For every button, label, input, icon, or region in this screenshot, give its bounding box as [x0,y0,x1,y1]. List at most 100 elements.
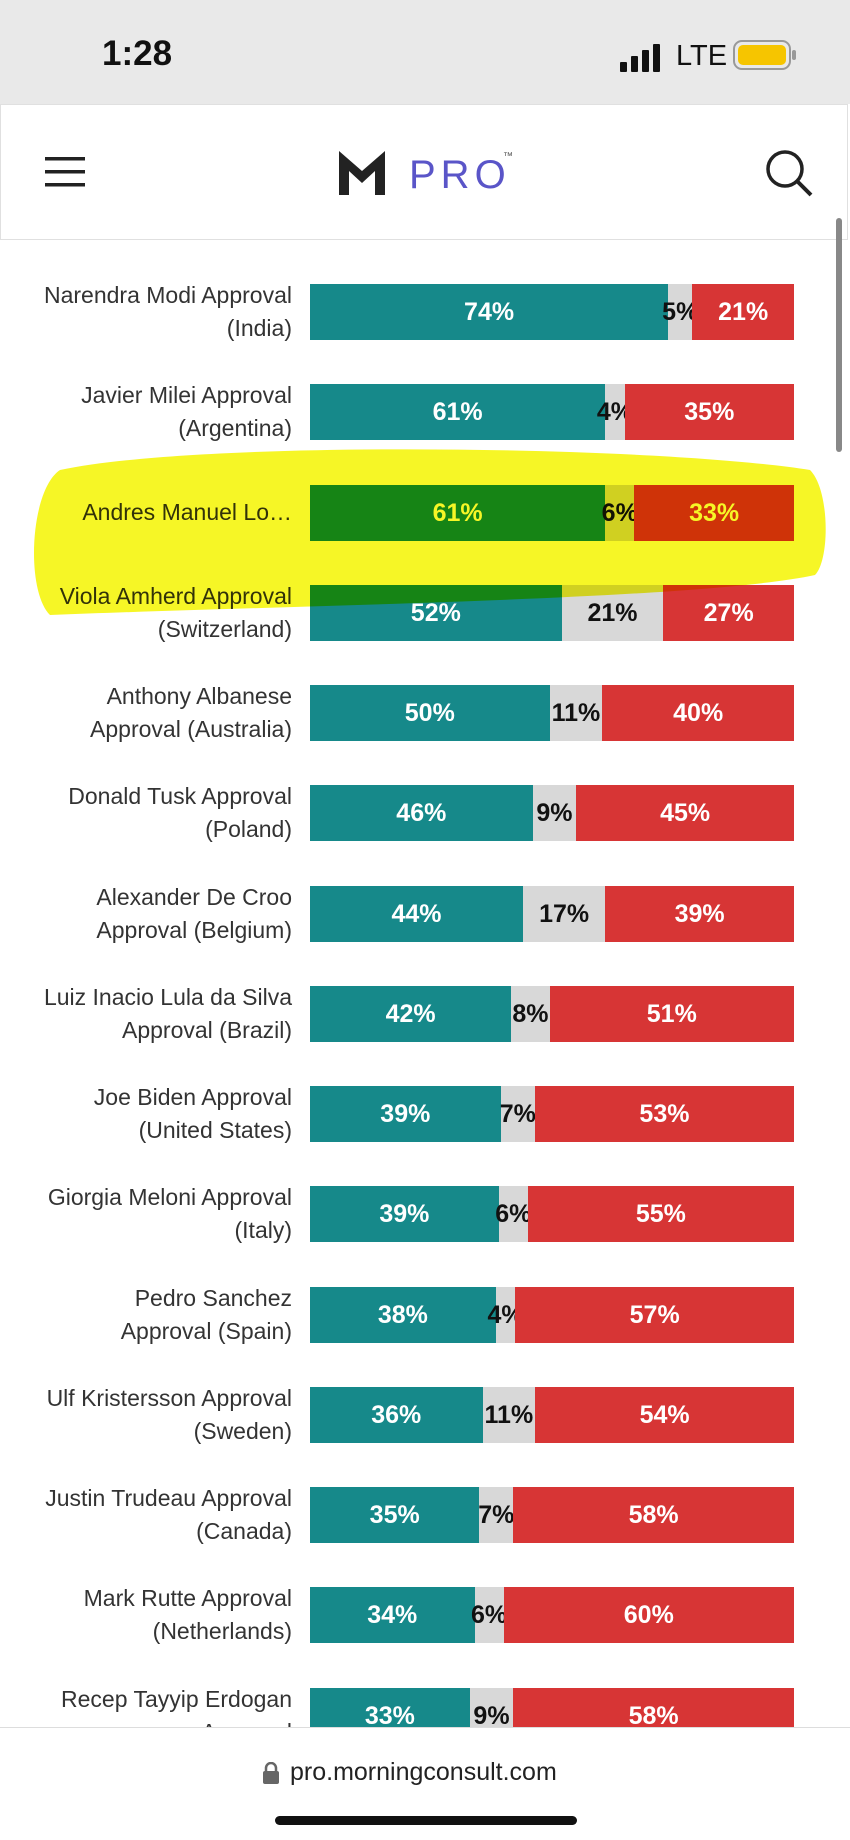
bar-segment [310,1286,496,1343]
bar-segment [503,1587,794,1644]
category-label: Viola Amherd Approval (Switzerland) [59,582,292,642]
value-label: 38% [377,1300,428,1329]
category-label: Anthony Albanese Approval (Australia) [90,683,292,742]
value-label: 7% [478,1501,515,1529]
value-label: 52% [410,598,461,627]
bar-segment [310,1086,501,1142]
category-label: Andres Manuel Lo… [82,499,292,525]
trademark: ™ [503,151,513,162]
bar-segment [310,785,533,842]
category-label: Recep Tayyip Erdogan Approval [61,1685,292,1728]
category-label: Luiz Inacio Lula da Silva Approval (Braz… [43,983,292,1043]
bar-segment [482,1386,536,1443]
bar-segment [310,1587,475,1644]
value-label: 39% [380,1100,431,1128]
battery-icon [733,40,796,70]
time: 1:28 [102,34,173,73]
category-label: Narendra Modi Approval (India) [43,282,292,341]
bar-segment [310,1487,480,1543]
bar-segment [310,1687,470,1727]
bar-segment [668,284,693,340]
bar-segment [549,685,603,741]
value-label: 6% [601,498,638,527]
category-label: Justin Trudeau Approval (Canada) [45,1485,292,1544]
bar-segment [495,1286,516,1343]
bar-segment [498,1186,528,1243]
value-label: 35% [369,1501,420,1529]
value-label: 45% [660,799,711,828]
lock-icon [263,1762,279,1784]
category-label: Giorgia Meloni Approval (Italy) [47,1184,292,1244]
bar-segment [474,1587,504,1644]
menu-button[interactable] [45,157,85,187]
bar-segment [624,384,794,441]
value-label: 35% [684,398,735,427]
value-label: 27% [703,598,754,627]
value-label: 6% [471,1601,508,1630]
value-label: 7% [499,1100,536,1128]
value-label: 11% [484,1400,534,1429]
bar-segment [605,384,625,441]
category-label: Alexander De Croo Approval (Belgium) [96,883,292,943]
bar-segment [513,1687,794,1727]
bar-segment [549,985,794,1042]
bar-segment [310,685,550,741]
category-label: Ulf Kristersson Approval (Sweden) [46,1384,292,1444]
value-label: 21% [718,298,769,326]
value-label: 33% [689,498,740,527]
bar-segment [479,1487,514,1543]
value-label: 54% [639,1400,690,1429]
value-label: 21% [587,598,638,627]
bar-segment [310,885,523,942]
value-label: 9% [536,799,573,828]
bar-segment [515,1286,794,1343]
bar-segment [310,284,669,340]
status-bar: 1:28 LTE [0,0,850,104]
bar-segment [310,1186,499,1243]
category-label: Pedro Sanchez Approval (Spain) [120,1284,292,1344]
logo-text: PRO [409,153,511,197]
value-label: 9% [473,1701,510,1728]
bar-segment [532,785,577,842]
value-label: 33% [364,1701,415,1728]
value-label: 53% [639,1100,690,1128]
value-label: 60% [623,1601,674,1630]
url[interactable]: pro.morningconsult.com [290,1758,557,1786]
bar-segment [535,1386,794,1443]
value-label: 50% [404,699,455,727]
value-label: 39% [674,899,725,928]
network: LTE [676,40,728,72]
bar-segment [576,785,794,842]
bar-segment [527,1186,794,1243]
value-label: 11% [551,699,601,727]
chart: Narendra Modi Approval (India) 74% 5% 21% Ja… [0,241,850,1727]
bar-segment [513,1487,794,1543]
category-label: Javier Milei Approval (Argentina) [81,382,292,442]
value-label: 34% [367,1601,418,1630]
bar-segment [692,284,794,340]
value-label: 61% [432,398,483,427]
browser-bar: pro.morningconsult.com [0,1727,850,1840]
value-label: 5% [662,298,699,326]
value-label: 58% [628,1501,679,1529]
bar-segment [310,384,606,441]
value-label: 6% [495,1200,532,1229]
bar-segment [602,685,794,741]
value-label: 74% [464,298,515,326]
value-label: 58% [628,1701,679,1728]
app-header: PRO ™ [0,104,848,240]
value-label: 57% [629,1300,680,1329]
category-label: Donald Tusk Approval (Poland) [68,783,292,843]
bar-segment [469,1687,514,1727]
value-label: 51% [646,999,697,1028]
value-label: 40% [673,699,724,727]
value-label: 46% [396,799,447,828]
bar-segment [605,885,794,942]
value-label: 39% [379,1200,430,1229]
value-label: 42% [385,999,436,1028]
signal-icon [620,44,660,72]
value-label: 36% [371,1400,422,1429]
bar-segment [500,1086,535,1142]
search-button[interactable] [765,149,813,197]
